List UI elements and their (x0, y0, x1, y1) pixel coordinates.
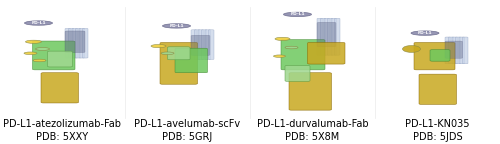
Text: PD-L1-KN035: PD-L1-KN035 (405, 119, 470, 129)
Ellipse shape (274, 55, 285, 57)
FancyBboxPatch shape (191, 30, 196, 59)
Ellipse shape (162, 24, 190, 28)
FancyBboxPatch shape (452, 37, 458, 64)
FancyBboxPatch shape (445, 41, 462, 58)
Ellipse shape (411, 31, 439, 35)
FancyBboxPatch shape (308, 42, 345, 64)
FancyBboxPatch shape (328, 18, 333, 55)
Text: PD-L1: PD-L1 (169, 24, 184, 28)
FancyBboxPatch shape (456, 37, 461, 64)
FancyBboxPatch shape (205, 30, 210, 59)
FancyBboxPatch shape (82, 28, 88, 58)
Ellipse shape (24, 52, 37, 55)
FancyBboxPatch shape (289, 73, 332, 110)
FancyBboxPatch shape (198, 30, 203, 59)
FancyBboxPatch shape (208, 30, 214, 59)
FancyBboxPatch shape (334, 18, 340, 55)
Text: PD-L1: PD-L1 (31, 21, 46, 25)
Ellipse shape (161, 52, 174, 55)
FancyBboxPatch shape (160, 42, 198, 84)
Ellipse shape (151, 44, 166, 48)
FancyBboxPatch shape (48, 51, 72, 67)
Ellipse shape (36, 48, 50, 50)
FancyBboxPatch shape (324, 18, 330, 55)
Text: PD-L1-durvalumab-Fab: PD-L1-durvalumab-Fab (256, 119, 368, 129)
Text: PD-L1-atezolizumab-Fab: PD-L1-atezolizumab-Fab (4, 119, 122, 129)
Ellipse shape (402, 46, 420, 52)
FancyBboxPatch shape (41, 73, 78, 103)
FancyBboxPatch shape (320, 18, 326, 55)
Text: PDB: 5XXY: PDB: 5XXY (36, 132, 88, 142)
Text: PD-L1: PD-L1 (418, 31, 432, 35)
FancyBboxPatch shape (202, 30, 207, 59)
FancyBboxPatch shape (331, 18, 336, 55)
FancyBboxPatch shape (168, 47, 190, 60)
Ellipse shape (26, 40, 42, 43)
FancyBboxPatch shape (459, 37, 464, 64)
FancyBboxPatch shape (76, 28, 81, 58)
FancyBboxPatch shape (430, 50, 450, 61)
FancyBboxPatch shape (191, 35, 210, 55)
FancyBboxPatch shape (65, 28, 70, 58)
FancyBboxPatch shape (194, 30, 200, 59)
FancyBboxPatch shape (65, 31, 85, 53)
Ellipse shape (275, 37, 290, 40)
FancyBboxPatch shape (445, 37, 450, 64)
FancyBboxPatch shape (72, 28, 78, 58)
Text: PDB: 5GRJ: PDB: 5GRJ (162, 132, 212, 142)
FancyBboxPatch shape (448, 37, 454, 64)
FancyBboxPatch shape (317, 18, 322, 55)
FancyBboxPatch shape (285, 66, 310, 81)
FancyBboxPatch shape (79, 28, 84, 58)
Ellipse shape (33, 59, 46, 62)
FancyBboxPatch shape (175, 48, 208, 73)
Text: PD-L1: PD-L1 (290, 12, 305, 16)
Ellipse shape (285, 46, 298, 49)
Text: PDB: 5JDS: PDB: 5JDS (412, 132, 463, 142)
Ellipse shape (24, 21, 52, 25)
FancyBboxPatch shape (317, 22, 336, 47)
Ellipse shape (284, 12, 312, 17)
FancyBboxPatch shape (462, 37, 468, 64)
Text: PDB: 5X8M: PDB: 5X8M (286, 132, 340, 142)
FancyBboxPatch shape (414, 42, 455, 70)
FancyBboxPatch shape (281, 40, 325, 70)
FancyBboxPatch shape (32, 41, 75, 70)
FancyBboxPatch shape (68, 28, 74, 58)
FancyBboxPatch shape (419, 74, 457, 104)
Text: PD-L1-avelumab-scFv: PD-L1-avelumab-scFv (134, 119, 240, 129)
